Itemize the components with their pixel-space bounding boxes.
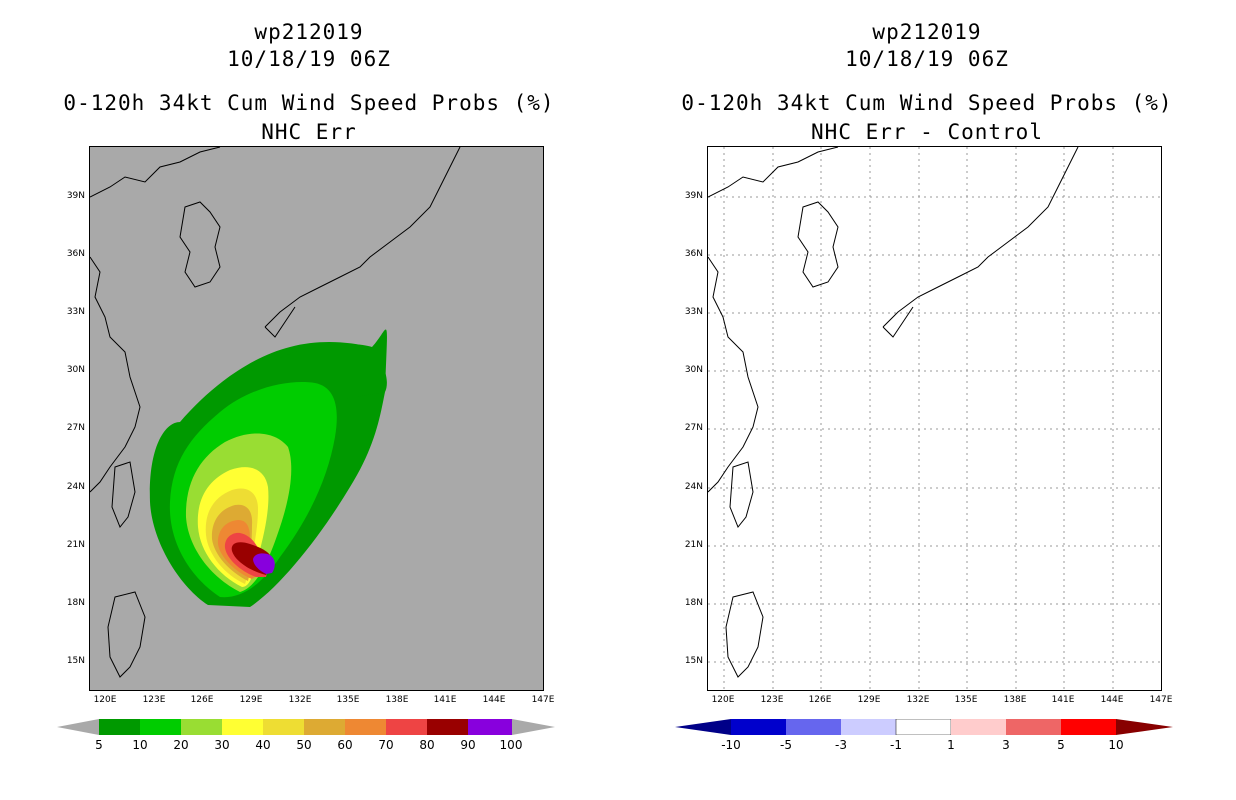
left-cbar-label-2: 20 <box>173 738 189 752</box>
lon-label-123e: 123E <box>142 695 166 705</box>
lon-label-138e: 138E <box>385 695 409 705</box>
right-panel: wp212019 10/18/19 06Z 0-120h 34kt Cum Wi… <box>618 0 1236 800</box>
left-cbar-label-0: 5 <box>95 738 103 752</box>
right-cbar-seg-2 <box>841 719 896 735</box>
lon-label-132e: 132E <box>288 695 312 705</box>
left-cbar-label-1: 10 <box>132 738 148 752</box>
lon-label-120e: 120E <box>93 695 117 705</box>
right-map <box>707 146 1162 691</box>
r-lat-label-36n: 36N <box>684 249 703 259</box>
r-lat-label-24n: 24N <box>684 482 703 492</box>
left-cbar-label-7: 70 <box>378 738 394 752</box>
r-lat-label-39n: 39N <box>684 191 703 201</box>
right-cbar-seg-0 <box>731 719 786 735</box>
left-cbar-label-10: 100 <box>499 738 523 752</box>
right-cbar-seg-1 <box>786 719 841 735</box>
left-cbar-seg-5 <box>304 719 345 735</box>
r-lon-label-120e: 120E <box>711 695 735 705</box>
left-cbar-seg-4 <box>263 719 304 735</box>
r-lon-label-126e: 126E <box>808 695 832 705</box>
left-cbar-seg-7 <box>386 719 427 735</box>
lat-label-36n: 36N <box>66 249 85 259</box>
right-cbar-seg-4 <box>951 719 1006 735</box>
r-lon-label-129e: 129E <box>857 695 881 705</box>
r-lat-label-18n: 18N <box>684 598 703 608</box>
r-lon-label-135e: 135E <box>954 695 978 705</box>
lat-label-15n: 15N <box>66 656 85 666</box>
right-cbar-label-4: 1 <box>947 738 955 752</box>
right-cbar-under <box>675 719 731 735</box>
r-lat-label-15n: 15N <box>684 656 703 666</box>
r-lon-label-147e: 147E <box>1149 695 1173 705</box>
r-lon-label-144e: 144E <box>1100 695 1124 705</box>
lat-label-18n: 18N <box>66 598 85 608</box>
left-title-subtitle: NHC Err <box>261 120 357 144</box>
left-cbar-label-8: 80 <box>419 738 435 752</box>
probability-field <box>149 329 387 607</box>
left-title-storm: wp212019 <box>254 20 364 44</box>
left-cbar-seg-8 <box>427 719 468 735</box>
left-cbar-label-3: 30 <box>214 738 230 752</box>
right-cbar-seg-3 <box>895 719 952 735</box>
left-cbar-label-5: 50 <box>296 738 312 752</box>
right-title-date: 10/18/19 06Z <box>845 47 1009 71</box>
left-cbar-label-6: 60 <box>337 738 353 752</box>
r-lon-label-141e: 141E <box>1051 695 1075 705</box>
lat-label-27n: 27N <box>66 423 85 433</box>
left-cbar-over <box>512 719 555 735</box>
r-lat-label-27n: 27N <box>684 423 703 433</box>
left-cbar-seg-9 <box>468 719 512 735</box>
lon-label-147e: 147E <box>531 695 555 705</box>
lat-label-24n: 24N <box>66 482 85 492</box>
right-title-product: 0-120h 34kt Cum Wind Speed Probs (%) <box>681 91 1173 115</box>
r-lat-label-21n: 21N <box>684 540 703 550</box>
left-cbar-label-9: 90 <box>460 738 476 752</box>
left-title-product: 0-120h 34kt Cum Wind Speed Probs (%) <box>63 91 555 115</box>
r-lon-label-132e: 132E <box>906 695 930 705</box>
coastlines-right <box>708 147 1079 678</box>
lon-label-126e: 126E <box>190 695 214 705</box>
right-title-subtitle: NHC Err - Control <box>811 120 1043 144</box>
right-cbar-label-7: 10 <box>1108 738 1124 752</box>
right-cbar-over <box>1116 719 1173 735</box>
right-cbar-seg-6 <box>1061 719 1116 735</box>
left-map <box>89 146 544 691</box>
right-cbar-label-2: -3 <box>835 738 847 752</box>
left-cbar-label-4: 40 <box>255 738 271 752</box>
prob-90 <box>253 553 275 574</box>
right-cbar-label-6: 5 <box>1057 738 1065 752</box>
lat-label-30n: 30N <box>66 365 85 375</box>
lat-label-39n: 39N <box>66 191 85 201</box>
left-cbar-seg-2 <box>181 719 222 735</box>
right-cbar-label-5: 3 <box>1002 738 1010 752</box>
right-cbar-label-0: -10 <box>721 738 741 752</box>
right-cbar-seg-5 <box>1006 719 1061 735</box>
r-lat-label-33n: 33N <box>684 307 703 317</box>
gridlines <box>708 147 1161 690</box>
lat-label-21n: 21N <box>66 540 85 550</box>
left-cbar-seg-1 <box>140 719 181 735</box>
r-lat-label-30n: 30N <box>684 365 703 375</box>
right-title-storm: wp212019 <box>872 20 982 44</box>
left-cbar-seg-6 <box>345 719 386 735</box>
right-cbar-label-1: -5 <box>780 738 792 752</box>
left-map-svg <box>90 147 461 678</box>
right-map-svg <box>708 147 1161 690</box>
lon-label-129e: 129E <box>239 695 263 705</box>
left-panel: wp212019 10/18/19 06Z 0-120h 34kt Cum Wi… <box>57 20 555 752</box>
right-colorbar <box>675 719 1173 735</box>
left-cbar-seg-3 <box>222 719 263 735</box>
left-title-date: 10/18/19 06Z <box>227 47 391 71</box>
left-colorbar <box>57 719 555 735</box>
lat-label-33n: 33N <box>66 307 85 317</box>
r-lon-label-138e: 138E <box>1003 695 1027 705</box>
lon-label-141e: 141E <box>433 695 457 705</box>
lon-label-144e: 144E <box>482 695 506 705</box>
r-lon-label-123e: 123E <box>760 695 784 705</box>
coastlines <box>90 147 461 678</box>
right-cbar-label-3: -1 <box>890 738 902 752</box>
lon-label-135e: 135E <box>336 695 360 705</box>
left-cbar-under <box>57 719 99 735</box>
left-cbar-seg-0 <box>99 719 140 735</box>
